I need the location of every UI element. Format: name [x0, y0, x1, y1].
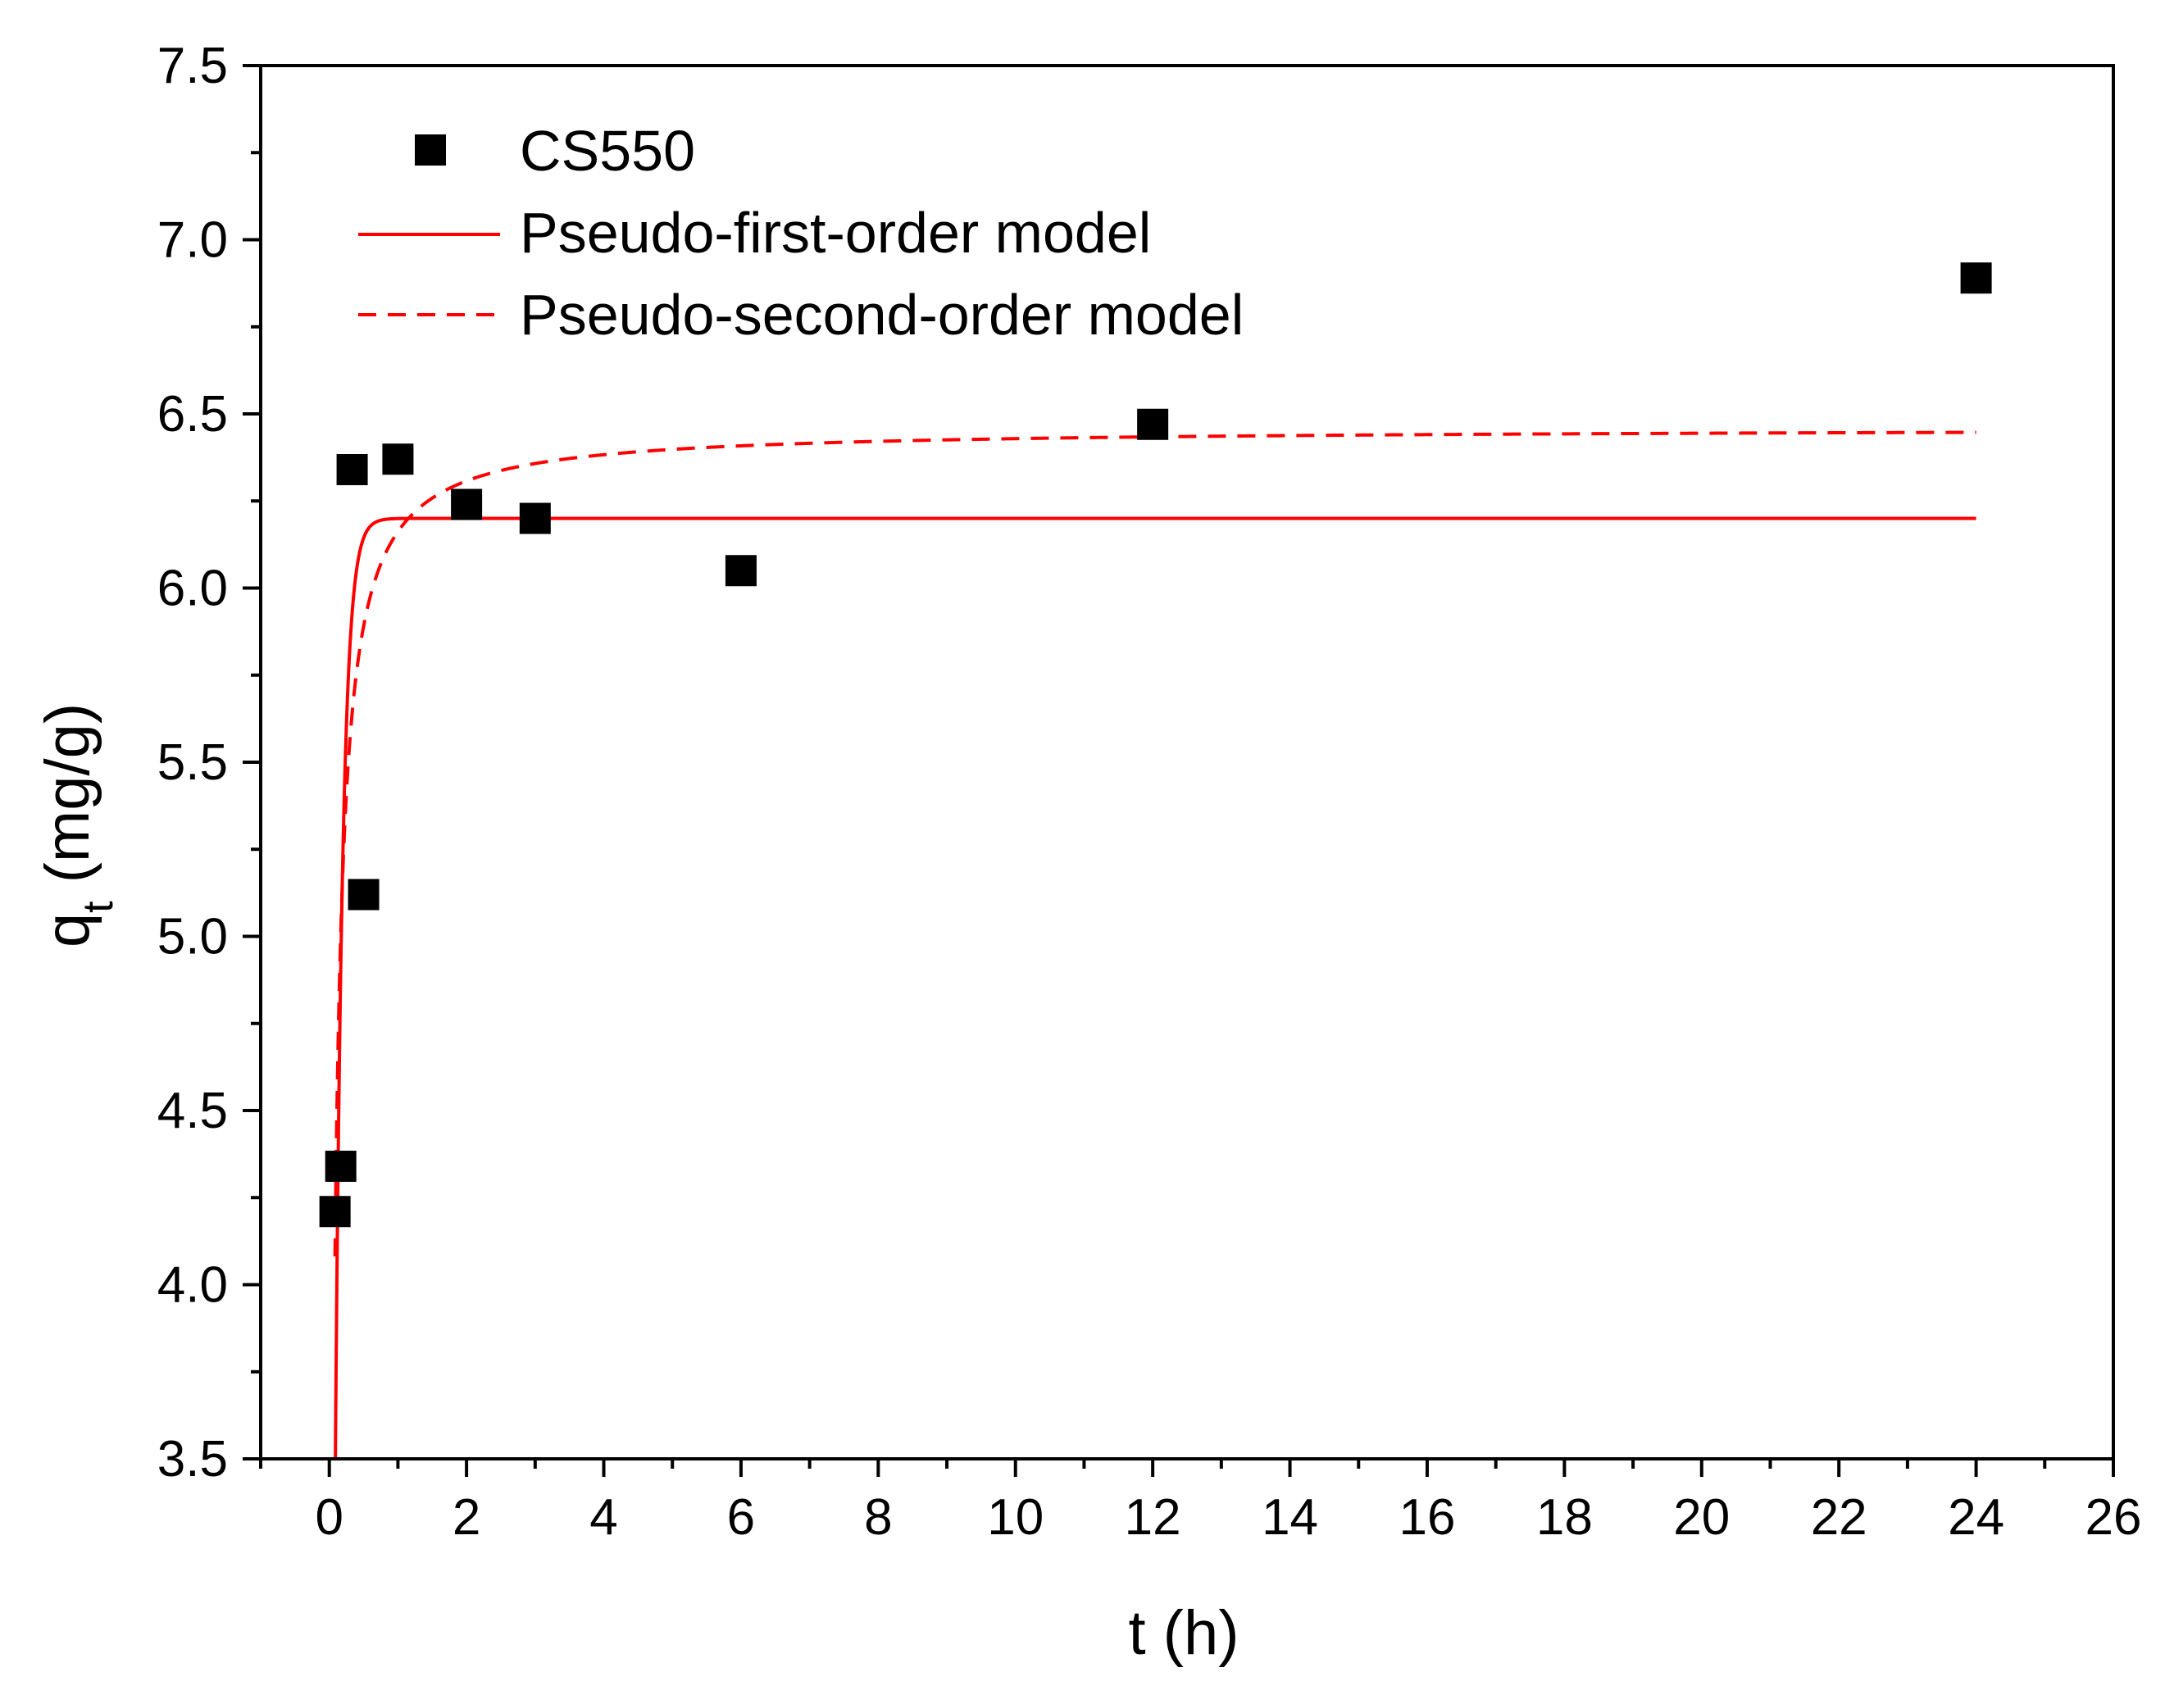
y-tick-label: 7.5	[157, 38, 228, 94]
y-axis-title-subscript: t	[75, 901, 122, 913]
x-tick-label: 26	[2085, 1489, 2142, 1546]
x-axis-title: t (h)	[1128, 1598, 1239, 1668]
cs550-data-point	[519, 502, 551, 534]
cs550-data-point	[382, 443, 414, 475]
x-tick-label: 10	[987, 1489, 1044, 1546]
cs550-data-point	[336, 454, 368, 485]
y-tick-label: 3.5	[157, 1431, 228, 1488]
x-tick-label: 0	[315, 1489, 343, 1546]
x-tick-label: 16	[1399, 1489, 1455, 1546]
legend-label-cs550: CS550	[520, 119, 695, 183]
cs550-data-point	[348, 879, 380, 911]
x-tick-label: 12	[1125, 1489, 1181, 1546]
x-tick-label: 20	[1673, 1489, 1730, 1546]
x-tick-label: 6	[727, 1489, 755, 1546]
x-tick-label: 2	[453, 1489, 480, 1546]
y-tick-label: 4.5	[157, 1083, 228, 1139]
pseudo-first-order-line	[334, 516, 1976, 1459]
y-tick-label: 5.5	[157, 734, 228, 791]
y-tick-label: 7.0	[157, 212, 228, 269]
x-tick-label: 18	[1536, 1489, 1593, 1546]
x-tick-label: 22	[1811, 1489, 1867, 1546]
cs550-data-point	[725, 555, 757, 587]
legend-label-pseudo-first: Pseudo-first-order model	[520, 201, 1151, 265]
y-axis-title-unit: (mg/g)	[33, 703, 102, 884]
cs550-data-point	[451, 488, 483, 520]
y-tick-label: 5.0	[157, 909, 228, 965]
x-tick-label: 24	[1948, 1489, 2004, 1546]
legend-marker-cs550	[415, 134, 446, 166]
pseudo-second-order-line	[333, 430, 1976, 1256]
x-tick-label: 14	[1262, 1489, 1318, 1546]
x-tick-label: 4	[589, 1489, 617, 1546]
cs550-data-point	[325, 1151, 357, 1182]
y-axis-title: qt (mg/g)	[33, 703, 122, 947]
series-layer	[319, 262, 1992, 1459]
y-axis-title-main: q	[33, 913, 102, 947]
cs550-data-point	[1137, 408, 1169, 440]
y-tick-label: 6.0	[157, 561, 228, 617]
x-tick-label: 8	[864, 1489, 892, 1546]
cs550-data-point	[1960, 262, 1992, 294]
y-tick-label: 4.0	[157, 1257, 228, 1314]
legend: CS550 Pseudo-first-order model Pseudo-se…	[358, 119, 1244, 347]
ticks-layer: 0 2 4 6 8 10 12 14 16 18 20 22 24 263.54.04.55.05.56.…	[157, 38, 2142, 1546]
y-tick-label: 6.5	[157, 386, 228, 443]
cs550-data-point	[319, 1196, 351, 1228]
legend-label-pseudo-second: Pseudo-second-order model	[520, 283, 1244, 347]
